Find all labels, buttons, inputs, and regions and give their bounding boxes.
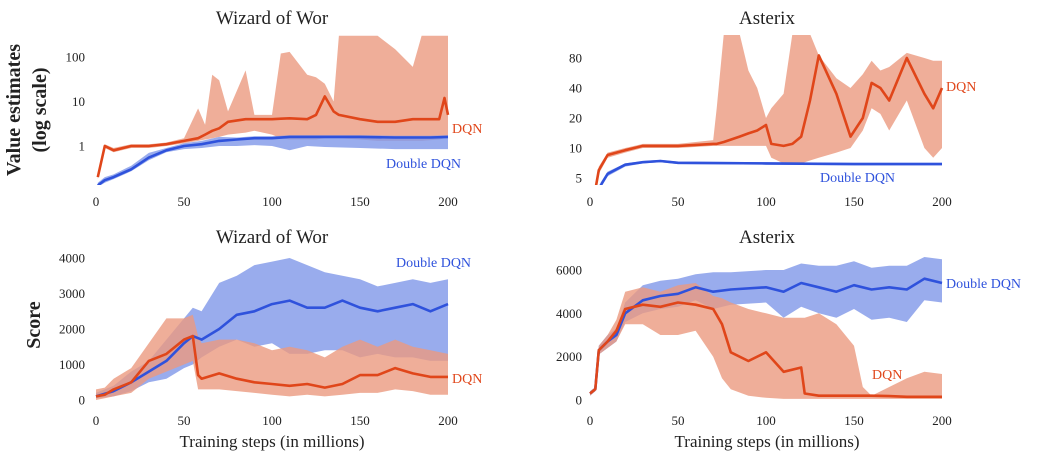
- confidence-band: [590, 283, 942, 399]
- chart-title: Wizard of Wor: [216, 8, 329, 29]
- x-tick-label: 150: [350, 413, 370, 428]
- series-label: DQN: [946, 80, 976, 95]
- y-tick-label: 0: [576, 393, 583, 408]
- x-tick-label: 0: [587, 413, 594, 428]
- y-axis-label: Value estimates: [3, 44, 25, 176]
- series-label: DQN: [452, 122, 482, 137]
- x-tick-label: 100: [756, 413, 776, 428]
- y-tick-label: 10: [72, 94, 85, 109]
- x-axis-label: Training steps (in millions): [180, 432, 365, 451]
- x-axis-label: Training steps (in millions): [675, 432, 860, 451]
- x-tick-label: 150: [844, 413, 864, 428]
- x-tick-label: 0: [93, 413, 100, 428]
- plot-panel: DQN Double DQN 0 50 100 150 200 1 10 100: [66, 35, 482, 209]
- y-tick-label: 0: [79, 393, 86, 408]
- y-tick-label: 6000: [556, 263, 582, 278]
- y-tick-label: 100: [66, 50, 86, 65]
- x-tick-label: 200: [438, 413, 458, 428]
- chart-title: Asterix: [739, 227, 795, 248]
- series-label: DQN: [872, 368, 902, 383]
- y-tick-label: 20: [569, 111, 582, 126]
- x-tick-label: 100: [262, 413, 282, 428]
- x-tick-label: 100: [262, 194, 282, 209]
- y-tick-label: 4000: [556, 306, 582, 321]
- series-line: [95, 299, 449, 398]
- x-tick-label: 150: [844, 194, 864, 209]
- y-tick-label: 2000: [556, 349, 582, 364]
- series-line: [95, 334, 448, 398]
- confidence-band: [97, 35, 449, 180]
- x-tick-label: 50: [672, 413, 685, 428]
- series-label: Double DQN: [820, 171, 895, 186]
- confidence-band: [96, 314, 448, 400]
- y-tick-label: 5: [576, 171, 583, 186]
- confidence-band: [595, 35, 942, 185]
- x-tick-label: 200: [932, 194, 952, 209]
- x-tick-label: 0: [93, 194, 100, 209]
- x-tick-label: 100: [756, 194, 776, 209]
- series-line: [96, 95, 450, 178]
- series-label: Double DQN: [396, 256, 471, 271]
- x-tick-label: 50: [178, 194, 191, 209]
- y-tick-label: 1: [79, 139, 86, 154]
- confidence-band: [97, 135, 448, 185]
- y-tick-label: 1000: [59, 357, 85, 372]
- series-label: DQN: [452, 372, 482, 387]
- x-tick-label: 200: [438, 194, 458, 209]
- y-axis-label: Score: [23, 301, 45, 349]
- y-tick-label: 3000: [59, 286, 85, 301]
- series-label: Double DQN: [386, 157, 461, 172]
- series-label: Double DQN: [946, 277, 1021, 292]
- y-tick-label: 2000: [59, 322, 85, 337]
- x-tick-label: 200: [932, 413, 952, 428]
- plot-panel: DQN Double DQN 0 50 100 150 200 5 10 20 40 80: [569, 35, 976, 209]
- y-tick-label: 80: [569, 51, 582, 66]
- x-tick-label: 50: [672, 194, 685, 209]
- y-tick-label: 10: [569, 141, 582, 156]
- x-tick-label: 150: [350, 194, 370, 209]
- y-tick-label: 40: [569, 81, 582, 96]
- x-tick-label: 50: [178, 413, 191, 428]
- chart-title: Wizard of Wor: [216, 227, 329, 248]
- x-tick-label: 0: [587, 194, 594, 209]
- y-axis-label: (log scale): [29, 68, 51, 153]
- chart-title: Asterix: [739, 8, 795, 29]
- y-tick-label: 4000: [59, 251, 85, 266]
